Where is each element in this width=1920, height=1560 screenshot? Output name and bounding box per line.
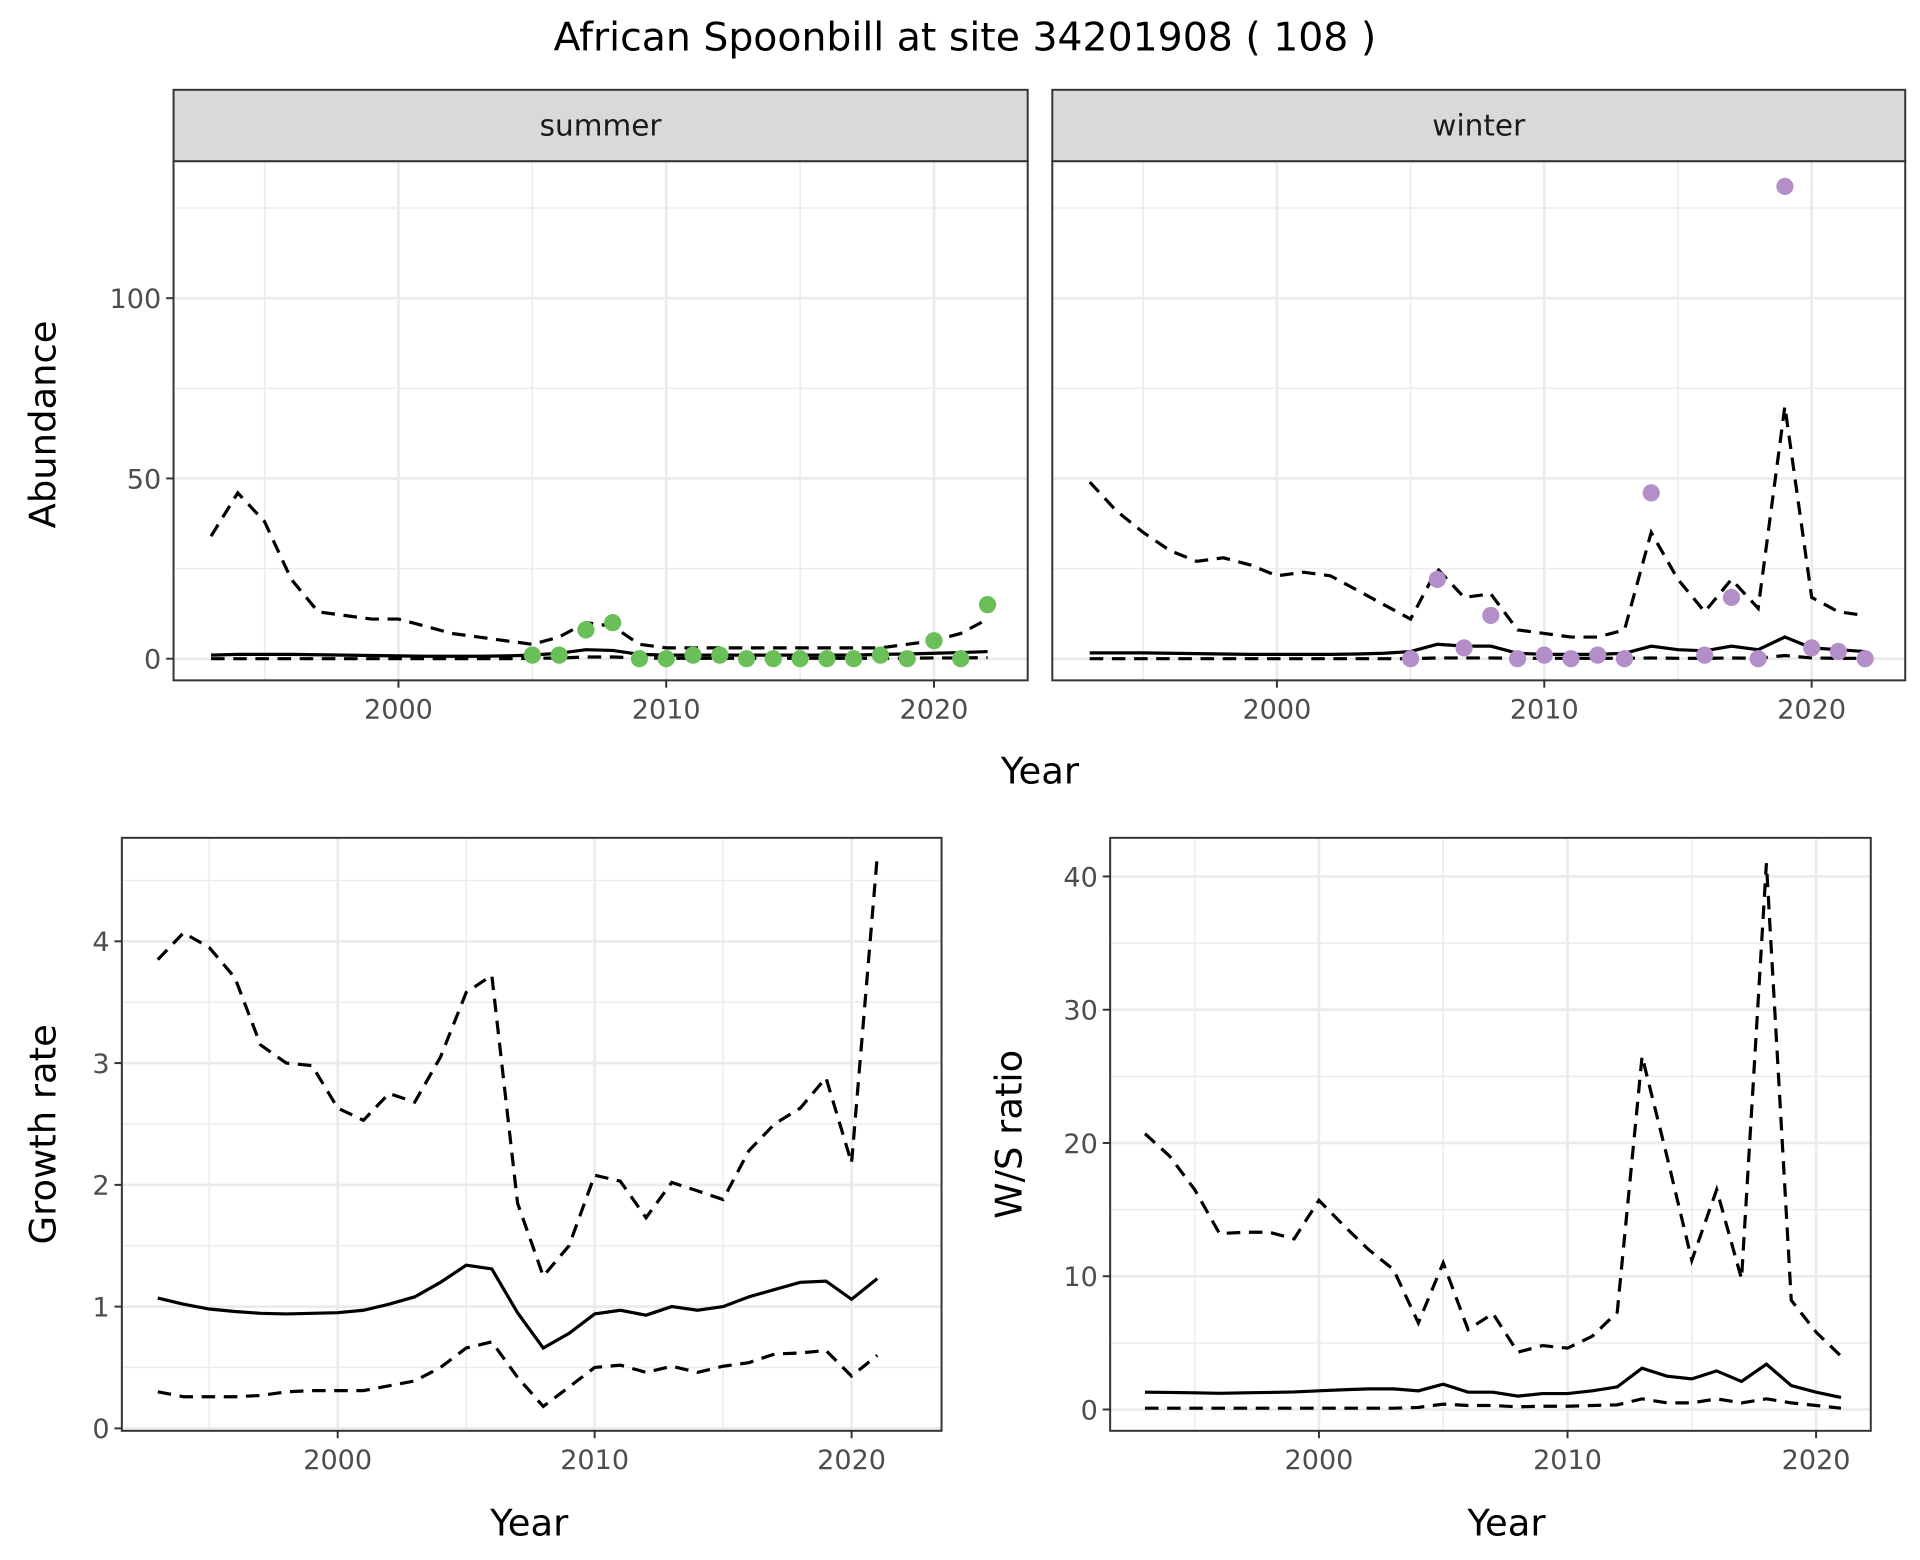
data-point	[1803, 639, 1821, 657]
data-point	[1615, 650, 1634, 668]
x-axis-title-ws: Year	[1466, 1501, 1546, 1544]
data-point	[1776, 177, 1794, 196]
panel-growth-rate: 2000 2010 2020 0 1 2 3 4	[92, 836, 943, 1476]
y-tick-label: 1	[92, 1292, 109, 1323]
data-point	[764, 650, 782, 668]
panel-w-s-ratio: 2000 2010 2020 0 10 20 30 40	[1063, 836, 1872, 1476]
y-tick-label: 10	[1063, 1262, 1097, 1293]
mean-line	[1144, 1362, 1842, 1400]
facet-strip-label: winter	[1432, 108, 1526, 142]
x-tick-label: 2000	[1285, 1445, 1354, 1476]
data-point	[791, 650, 809, 668]
facet-strip	[1051, 88, 1907, 163]
data-point	[1696, 646, 1714, 664]
mean-line	[1089, 635, 1866, 656]
x-tick-label: 2020	[1782, 1445, 1851, 1476]
x-tick-label: 2010	[1510, 694, 1579, 725]
x-tick-label: 2010	[632, 694, 701, 725]
data-point	[978, 596, 997, 614]
x-tick-label: 2010	[560, 1445, 629, 1476]
data-point	[898, 650, 916, 668]
x-tick-label: 2020	[900, 694, 969, 725]
y-tick-label: 0	[144, 645, 161, 676]
y-tick-label: 3	[92, 1049, 109, 1080]
panel-border	[1109, 836, 1872, 1432]
lower-bound-line	[157, 1340, 879, 1409]
data-point	[711, 646, 729, 664]
data-point	[1722, 588, 1741, 607]
lower-bound-line	[1089, 653, 1866, 661]
data-point	[818, 650, 836, 668]
data-point	[657, 650, 675, 668]
data-point	[1401, 650, 1420, 668]
data-point	[630, 650, 649, 668]
upper-bound-line	[1143, 863, 1843, 1358]
data-point	[871, 646, 890, 664]
x-tick-label: 2000	[364, 694, 433, 725]
y-axis-title-abundance: Abundance	[21, 321, 64, 529]
panel-winter: winter 2000 2010 2020	[1051, 88, 1907, 725]
y-tick-label: 4	[92, 927, 109, 958]
x-tick-label: 2020	[817, 1445, 886, 1476]
data-point	[1856, 650, 1874, 668]
data-point	[1482, 606, 1500, 625]
x-axis-title-top: Year	[1000, 750, 1080, 793]
facet-strip-label: summer	[540, 108, 663, 142]
y-tick-label: 0	[92, 1414, 109, 1445]
data-point	[684, 646, 702, 664]
data-point	[577, 621, 595, 639]
upper-bound-line	[1088, 406, 1866, 639]
y-tick-label: 2	[92, 1171, 109, 1202]
mean-line	[157, 1263, 879, 1351]
y-axis-title-ws: W/S ratio	[988, 1050, 1031, 1219]
chart-title: African Spoonbill at site 34201908 ( 108…	[554, 14, 1377, 60]
y-axis-title-growth: Growth rate	[21, 1024, 64, 1244]
y-tick-label: 100	[110, 284, 162, 315]
data-point	[1829, 642, 1848, 661]
lower-bound-line	[1144, 1397, 1842, 1410]
data-point	[1562, 650, 1580, 668]
x-tick-label: 2010	[1533, 1445, 1602, 1476]
x-tick-label: 2000	[303, 1445, 372, 1476]
upper-bound-line	[156, 855, 879, 1280]
data-point	[737, 650, 756, 668]
data-point	[925, 632, 943, 650]
facet-strip	[172, 88, 1029, 163]
y-tick-label: 20	[1063, 1129, 1097, 1160]
data-point	[1428, 570, 1446, 589]
y-tick-label: 50	[127, 464, 161, 495]
data-point	[1749, 650, 1767, 668]
x-tick-label: 2020	[1777, 694, 1846, 725]
data-point	[1642, 484, 1660, 502]
y-tick-label: 40	[1063, 862, 1097, 893]
y-tick-label: 0	[1081, 1395, 1098, 1426]
panel-summer: summer 2000 2010 2020 0 50 100	[110, 88, 1029, 725]
x-axis-title-growth: Year	[489, 1501, 569, 1544]
y-tick-label: 30	[1063, 996, 1097, 1027]
data-point	[1455, 639, 1473, 657]
data-point	[604, 614, 622, 632]
data-point	[550, 646, 568, 664]
data-point	[1589, 646, 1607, 664]
data-point	[952, 650, 970, 668]
data-point	[1508, 650, 1527, 668]
data-point	[1535, 646, 1553, 664]
data-point	[845, 650, 863, 668]
x-tick-label: 2000	[1242, 694, 1311, 725]
panel-border	[120, 836, 943, 1432]
data-point	[523, 646, 541, 664]
